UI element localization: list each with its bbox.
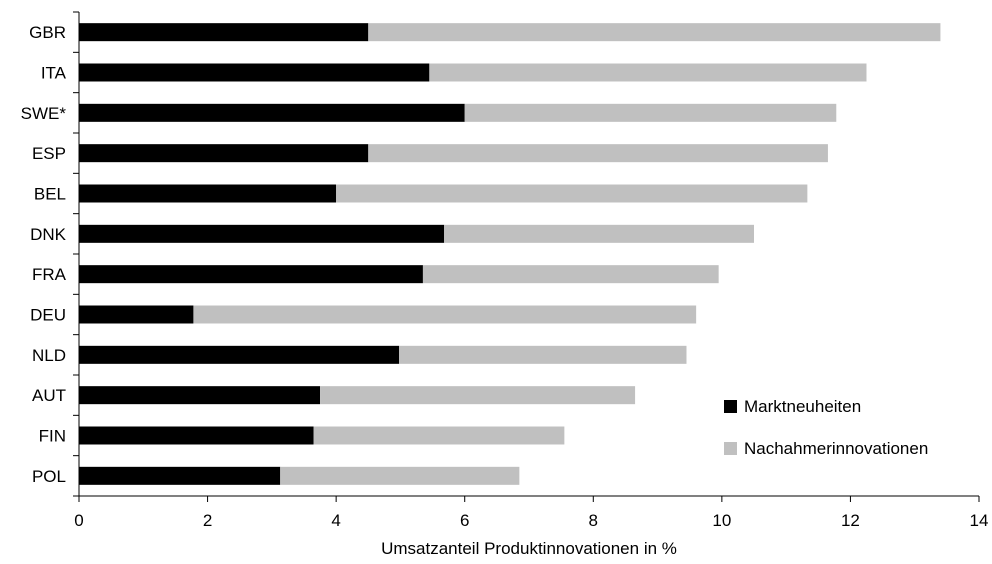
- bar-esp-series-2: [368, 144, 828, 163]
- bar-aut-series-2: [320, 386, 636, 405]
- x-axis-title: Umsatzanteil Produktinnovationen in %: [381, 539, 677, 558]
- bar-fin-series-2: [313, 426, 565, 445]
- x-tick-label: 12: [841, 511, 860, 530]
- legend-label-2: Nachahmerinnovationen: [744, 439, 928, 458]
- y-tick-label: POL: [32, 467, 66, 486]
- y-tick-label: NLD: [32, 346, 66, 365]
- legend-swatch-2: [724, 442, 737, 455]
- bar-fra-series-1: [79, 265, 423, 284]
- bar-pol-series-2: [280, 466, 520, 485]
- bar-esp-series-1: [79, 144, 369, 163]
- bar-nld-series-2: [399, 345, 687, 364]
- x-tick-label: 14: [970, 511, 989, 530]
- bar-gbr-series-2: [368, 23, 941, 42]
- x-tick-label: 2: [203, 511, 212, 530]
- bar-fra-series-2: [422, 265, 719, 284]
- y-tick-label: BEL: [34, 185, 66, 204]
- y-tick-label: AUT: [32, 386, 66, 405]
- y-tick-label: FIN: [39, 427, 66, 446]
- bar-dnk-series-1: [79, 224, 445, 243]
- y-tick-label: FRA: [32, 265, 67, 284]
- bar-ita-series-2: [429, 63, 867, 82]
- x-tick-label: 0: [74, 511, 83, 530]
- legend: Marktneuheiten Nachahmerinnovationen: [724, 397, 928, 458]
- x-tick-label: 4: [331, 511, 340, 530]
- x-tick-label: 6: [460, 511, 469, 530]
- x-axis: 0 2 4 6 8 10 12 14: [74, 495, 989, 530]
- y-tick-label: ITA: [41, 64, 67, 83]
- y-tick-label: DEU: [30, 306, 66, 325]
- bar-bel-series-1: [79, 184, 337, 203]
- bar-deu-series-2: [193, 305, 697, 324]
- bar-aut-series-1: [79, 386, 321, 405]
- bar-bel-series-2: [336, 184, 808, 203]
- bar-gbr-series-1: [79, 23, 369, 42]
- y-axis: GBR ITA SWE* ESP BEL DNK FRA DEU NLD AUT FIN POL: [21, 11, 80, 497]
- x-tick-label: 8: [589, 511, 598, 530]
- y-tick-label: ESP: [32, 144, 66, 163]
- bar-ita-series-1: [79, 63, 430, 82]
- legend-label-1: Marktneuheiten: [744, 397, 861, 416]
- y-tick-label: GBR: [29, 23, 66, 42]
- bar-swestar-series-2: [464, 103, 837, 122]
- bar-nld-series-1: [79, 345, 400, 364]
- bar-fin-series-1: [79, 426, 314, 445]
- bar-pol-series-1: [79, 466, 281, 485]
- x-tick-label: 10: [712, 511, 731, 530]
- bar-deu-series-1: [79, 305, 194, 324]
- bar-dnk-series-2: [444, 224, 754, 243]
- y-tick-label: SWE*: [21, 104, 67, 123]
- legend-swatch-1: [724, 400, 737, 413]
- bars-layer: [79, 23, 941, 485]
- bar-swestar-series-1: [79, 103, 465, 122]
- y-tick-label: DNK: [30, 225, 67, 244]
